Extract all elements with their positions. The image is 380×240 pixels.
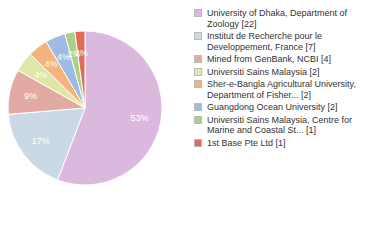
svg-text:2%: 2%: [75, 48, 88, 58]
html-text:Guangdong Ocean University [2]: Guangdong Ocean University [2]: [207, 102, 338, 112]
svg-text:53%: 53%: [131, 113, 149, 123]
svg-text:9%: 9%: [24, 91, 37, 101]
html-text:Mined from GenBank, NCBI [4]: Mined from GenBank, NCBI [4]: [207, 54, 332, 64]
svg-text:4%: 4%: [34, 70, 47, 80]
html-text:University of Dhaka, Departmen: University of Dhaka, Department of Zoolo…: [207, 8, 348, 29]
svg-text:17%: 17%: [32, 136, 50, 146]
html-text:Sher-e-Bangla Agricultural Uni: Sher-e-Bangla Agricultural University, D…: [207, 79, 356, 100]
svg-text:4%: 4%: [44, 59, 57, 69]
html-text:1st Base Pte Ltd [1]: 1st Base Pte Ltd [1]: [207, 137, 286, 148]
html-text:Institut de Recherche pour le: Institut de Recherche pour le Developpem…: [207, 31, 323, 52]
html-text:Universiti Sains Malaysia, Cen: Universiti Sains Malaysia, Centre for Ma…: [207, 114, 353, 135]
html-text:Universiti Sains Malaysia [2]: Universiti Sains Malaysia [2]: [207, 66, 320, 77]
svg-text:4%: 4%: [57, 51, 71, 62]
